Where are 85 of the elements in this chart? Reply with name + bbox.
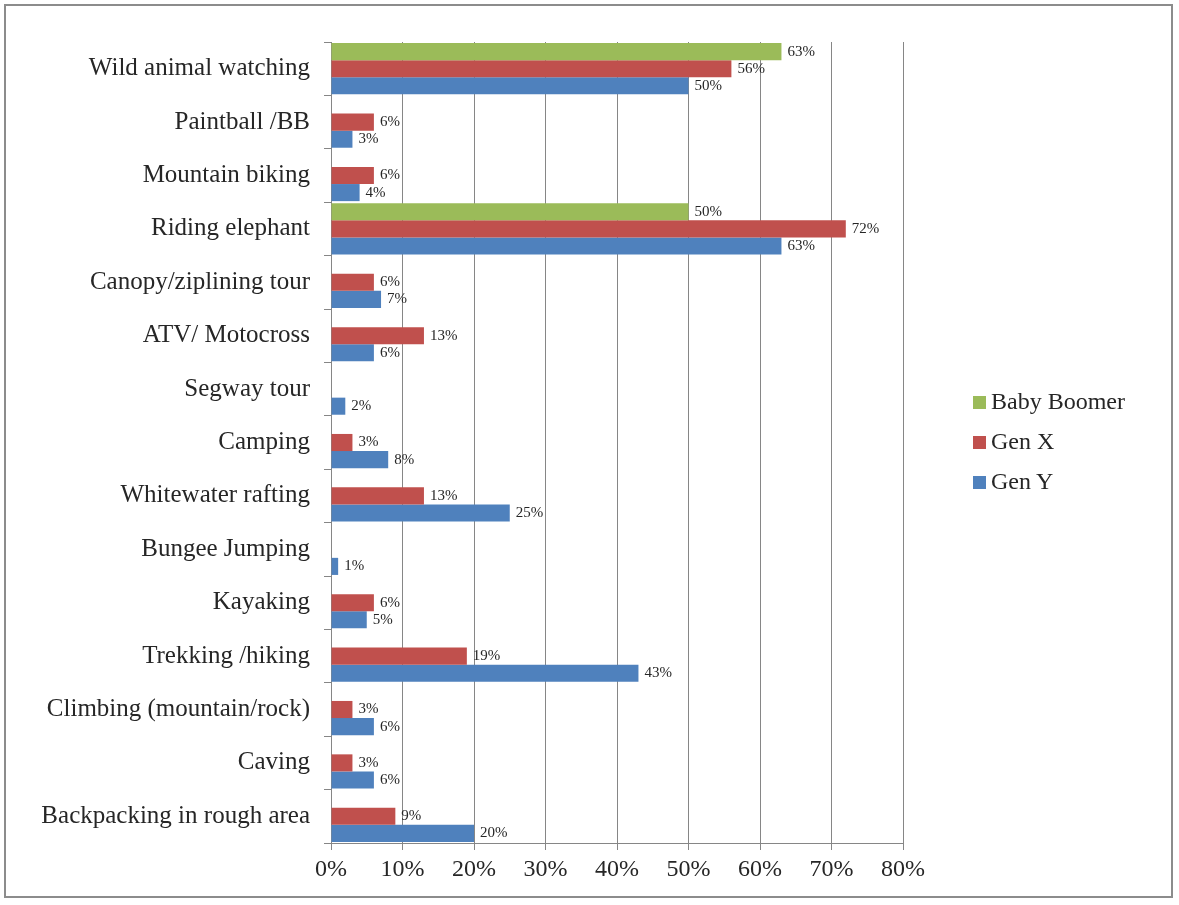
y-tick-label: Segway tour bbox=[184, 373, 311, 401]
bar bbox=[331, 647, 467, 665]
y-tick-label: Canopy/ziplining tour bbox=[89, 266, 311, 294]
bar bbox=[331, 700, 353, 719]
bar bbox=[331, 237, 782, 255]
data-label: 19% bbox=[472, 647, 501, 664]
data-label: 3% bbox=[358, 700, 379, 717]
bar bbox=[331, 718, 374, 736]
data-label: 6% bbox=[379, 113, 400, 130]
data-label: 13% bbox=[429, 326, 458, 343]
x-tick-label: 10% bbox=[380, 854, 425, 881]
data-label: 56% bbox=[737, 59, 765, 76]
bar bbox=[331, 273, 374, 291]
y-tick-label: Bungee Jumping bbox=[141, 533, 311, 561]
bar bbox=[331, 664, 639, 682]
y-tick-label: Riding elephant bbox=[151, 213, 311, 241]
data-label: 72% bbox=[851, 219, 880, 236]
data-label: 1% bbox=[344, 557, 365, 574]
bar bbox=[331, 594, 374, 612]
data-label: 63% bbox=[787, 42, 815, 59]
data-label: 6% bbox=[379, 593, 400, 610]
bar bbox=[331, 130, 353, 148]
data-label: 2% bbox=[351, 397, 372, 414]
y-tick-label: Backpacking in rough area bbox=[41, 800, 310, 828]
data-label: 63% bbox=[787, 236, 815, 253]
data-label: 6% bbox=[379, 717, 400, 734]
bar bbox=[331, 203, 689, 221]
bar bbox=[331, 113, 374, 131]
y-tick-label: Mountain biking bbox=[142, 160, 311, 188]
data-label: 6% bbox=[379, 273, 400, 290]
x-tick-label: 20% bbox=[452, 854, 496, 881]
x-tick-label: 60% bbox=[738, 854, 782, 881]
legend-label: Gen Y bbox=[991, 467, 1054, 494]
data-label: 3% bbox=[358, 433, 379, 450]
bar bbox=[331, 166, 374, 185]
y-tick-label: Trekking /hiking bbox=[142, 640, 311, 668]
data-label: 3% bbox=[358, 130, 379, 147]
bar bbox=[331, 60, 732, 78]
data-label: 50% bbox=[694, 202, 722, 219]
bar bbox=[331, 807, 396, 825]
legend-label: Gen X bbox=[991, 427, 1055, 454]
data-label: 6% bbox=[379, 343, 400, 360]
bar bbox=[331, 433, 353, 452]
bar bbox=[331, 771, 374, 789]
y-tick-label: Caving bbox=[237, 747, 311, 775]
y-tick-label: ATV/ Motocross bbox=[142, 320, 310, 348]
y-tick-label: Climbing (mountain/rock) bbox=[46, 694, 310, 723]
bar bbox=[331, 487, 424, 505]
bar bbox=[331, 611, 367, 629]
data-label: 20% bbox=[480, 824, 508, 841]
x-tick-label: 40% bbox=[595, 854, 639, 881]
bar bbox=[331, 397, 346, 415]
data-label: 4% bbox=[365, 183, 386, 200]
bar bbox=[331, 327, 424, 345]
bar bbox=[331, 451, 389, 469]
y-tick-label: Whitewater rafting bbox=[120, 480, 311, 508]
data-label: 5% bbox=[372, 610, 393, 627]
legend-label: Baby Boomer bbox=[991, 387, 1125, 414]
bar bbox=[331, 824, 474, 842]
data-label: 13% bbox=[429, 486, 458, 503]
y-tick-label: Wild animal watching bbox=[88, 53, 311, 81]
x-tick-label: 80% bbox=[881, 854, 925, 881]
x-tick-label: 70% bbox=[809, 854, 854, 881]
y-tick-label: Camping bbox=[218, 427, 311, 455]
data-label: 43% bbox=[644, 664, 672, 681]
data-label: 8% bbox=[394, 450, 415, 467]
x-tick-label: 50% bbox=[666, 854, 711, 881]
bar bbox=[331, 77, 689, 95]
data-label: 6% bbox=[379, 166, 400, 183]
x-tick-label: 0% bbox=[315, 854, 347, 881]
data-label: 25% bbox=[515, 503, 544, 520]
data-label: 3% bbox=[358, 753, 379, 770]
data-label: 7% bbox=[387, 290, 408, 307]
y-tick-label: Paintball /BB bbox=[174, 106, 310, 134]
bar bbox=[331, 344, 374, 362]
bar bbox=[331, 220, 846, 238]
bar bbox=[331, 504, 510, 522]
bar bbox=[331, 43, 782, 61]
y-tick-label: Kayaking bbox=[212, 587, 311, 615]
bar bbox=[331, 754, 353, 772]
data-label: 6% bbox=[379, 770, 400, 787]
data-label: 50% bbox=[694, 76, 722, 93]
bar bbox=[331, 184, 360, 202]
x-tick-label: 30% bbox=[523, 854, 568, 881]
bar bbox=[331, 290, 382, 308]
